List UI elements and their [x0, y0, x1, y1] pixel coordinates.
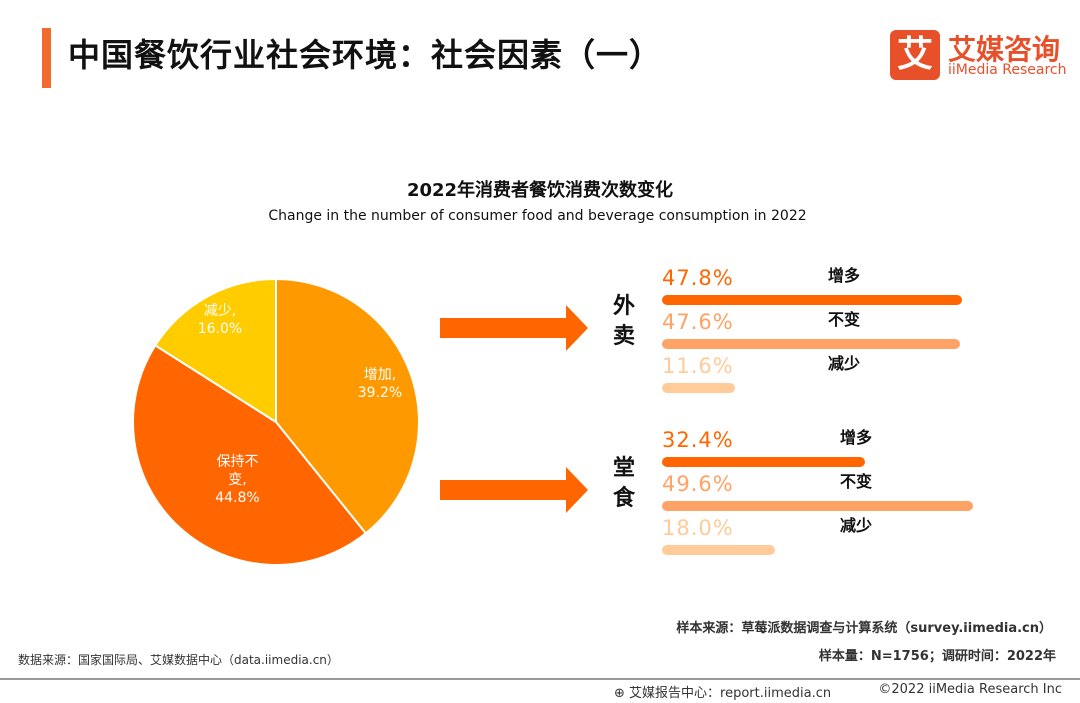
bar-category-label: 减少 — [828, 354, 861, 373]
globe-icon: ⊕ — [614, 686, 625, 701]
data-source: 数据来源：国家国际局、艾媒数据中心（data.iimedia.cn） — [18, 653, 339, 667]
group-label: 外卖 — [613, 294, 636, 349]
bar — [662, 457, 866, 467]
bar-value-label: 47.6% — [662, 310, 734, 334]
page-title: 中国餐饮行业社会环境：社会因素（一） — [68, 36, 663, 74]
group-label: 堂食 — [613, 456, 636, 511]
logo-name-cn: 艾媒咨询 — [948, 33, 1061, 66]
bar-value-label: 32.4% — [662, 428, 734, 452]
sample-size: 样本量：N=1756；调研时间：2022年 — [818, 649, 1056, 664]
bar — [662, 339, 961, 349]
bar — [662, 545, 775, 555]
bar-category-label: 增多 — [840, 428, 873, 447]
bar-category-label: 不变 — [840, 472, 873, 491]
report-center[interactable]: ⊕ 艾媒报告中心：report.iimedia.cn — [614, 682, 831, 701]
bar-value-label: 18.0% — [662, 516, 734, 540]
bar-value-label: 11.6% — [662, 354, 734, 378]
footer-divider — [0, 678, 1080, 680]
chart-subtitle: Change in the number of consumer food an… — [268, 208, 807, 224]
pie-label-same: 保持不变, 44.8% — [215, 454, 260, 506]
pie-slice — [132, 343, 368, 566]
copyright: ©2022 iiMedia Research Inc — [878, 682, 1062, 697]
pie-slice — [153, 277, 277, 424]
pie-slice — [275, 277, 420, 535]
bar — [662, 501, 973, 511]
pie-label-increase: 增加, 39.2% — [357, 367, 403, 401]
bar-value-label: 47.8% — [662, 266, 734, 290]
bar — [662, 295, 962, 305]
pie-label-decrease: 减少, 16.0% — [197, 303, 243, 337]
bar — [662, 383, 735, 393]
arrow-icon — [440, 467, 588, 513]
bar-value-label: 49.6% — [662, 472, 734, 496]
sample-source: 样本来源：草莓派数据调查与计算系统（survey.iimedia.cn） — [676, 621, 1052, 636]
title-accent-bar — [42, 28, 51, 88]
report-center-link[interactable]: 艾媒报告中心：report.iimedia.cn — [629, 686, 832, 701]
logo-name-en: iiMedia Research — [948, 62, 1067, 78]
arrow-icon — [440, 305, 588, 351]
chart-title: 2022年消费者餐饮消费次数变化 — [406, 180, 674, 201]
bar-category-label: 增多 — [828, 266, 861, 285]
bar-category-label: 不变 — [828, 310, 861, 329]
bar-category-label: 减少 — [840, 516, 873, 535]
logo-mark: 艾 — [890, 30, 940, 80]
